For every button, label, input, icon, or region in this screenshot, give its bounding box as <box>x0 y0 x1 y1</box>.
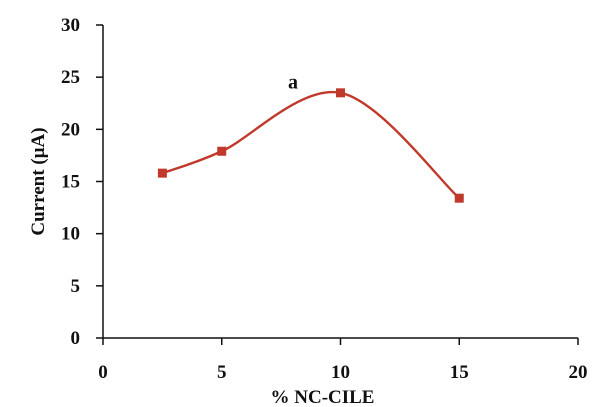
y-tick-label: 15 <box>61 172 80 193</box>
y-tick-label: 30 <box>61 15 80 36</box>
annotation-label: a <box>288 71 298 93</box>
series-layer <box>157 88 464 203</box>
y-axis-label: Current (µA) <box>28 127 49 235</box>
data-point-marker <box>217 146 227 156</box>
x-tick-label: 10 <box>331 362 350 383</box>
y-tick-label: 0 <box>71 328 81 349</box>
y-tick-label: 5 <box>71 276 81 297</box>
annotations: a <box>288 71 298 93</box>
y-ticks: 0 5 10 15 20 25 30 <box>61 15 103 349</box>
series-line <box>161 90 461 200</box>
x-tick-label: 5 <box>217 362 227 383</box>
x-axis-label: % NC-CILE <box>271 387 375 407</box>
data-point-marker <box>454 193 464 203</box>
x-tick-label: 0 <box>98 362 108 383</box>
y-tick-label: 20 <box>61 119 80 140</box>
plot-area: 0 5 10 15 20 25 30 0 5 10 15 20 a <box>61 15 588 383</box>
data-point-marker <box>157 168 167 178</box>
y-tick-label: 10 <box>61 224 80 245</box>
data-point-marker <box>336 88 345 98</box>
x-tick-label: 20 <box>569 362 588 383</box>
x-ticks: 0 5 10 15 20 <box>98 338 588 383</box>
y-tick-label: 25 <box>61 67 80 88</box>
x-tick-label: 15 <box>450 362 469 383</box>
